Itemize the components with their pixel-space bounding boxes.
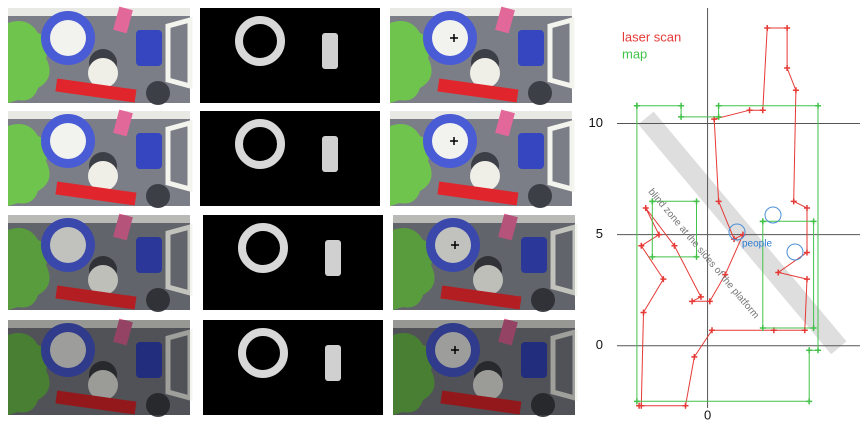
mask: [200, 111, 380, 206]
point: [793, 87, 799, 93]
point: [760, 107, 766, 113]
point: [634, 103, 640, 109]
point: [682, 403, 688, 409]
people-marker: [787, 244, 803, 260]
photo: [390, 110, 572, 208]
shade: [8, 320, 190, 415]
figure: 0 5 10 0 laser scan map peopleblind zone at th…: [0, 0, 861, 423]
point: [764, 25, 770, 31]
mask: [203, 320, 383, 415]
x-tick-label: 0: [704, 407, 711, 422]
point: [784, 25, 790, 31]
point: [760, 218, 766, 224]
photo-grid: [8, 7, 575, 417]
annotation: people: [742, 239, 772, 250]
point: [806, 398, 812, 404]
point: [747, 107, 753, 113]
shade: [393, 320, 575, 415]
point: [716, 103, 722, 109]
photo: [8, 110, 190, 208]
annotation: blind zone at the sides of the platform: [646, 187, 761, 321]
point: [791, 198, 797, 204]
point: [815, 103, 821, 109]
point: [656, 232, 662, 238]
y-tick-label: 5: [596, 226, 603, 241]
point: [804, 249, 810, 255]
photo: [8, 7, 190, 105]
shade: [8, 215, 190, 310]
point: [660, 276, 666, 282]
shade: [393, 215, 575, 310]
legend-entry: map: [622, 46, 647, 61]
legend-entry: laser scan: [622, 29, 681, 44]
point: [698, 294, 704, 300]
point: [691, 354, 697, 360]
mask: [203, 215, 383, 310]
point: [689, 298, 695, 304]
point: [638, 243, 644, 249]
photo: [390, 7, 572, 105]
point: [804, 205, 810, 211]
point: [641, 309, 647, 315]
point: [784, 65, 790, 71]
point: [806, 347, 812, 353]
point: [804, 276, 810, 282]
y-tick-label: 0: [596, 337, 603, 352]
mask: [200, 8, 380, 103]
y-tick-label: 10: [589, 115, 603, 130]
point: [678, 114, 684, 120]
point: [815, 347, 821, 353]
point: [811, 218, 817, 224]
point: [694, 198, 700, 204]
point: [709, 327, 715, 333]
point: [678, 103, 684, 109]
people-marker: [765, 207, 781, 223]
